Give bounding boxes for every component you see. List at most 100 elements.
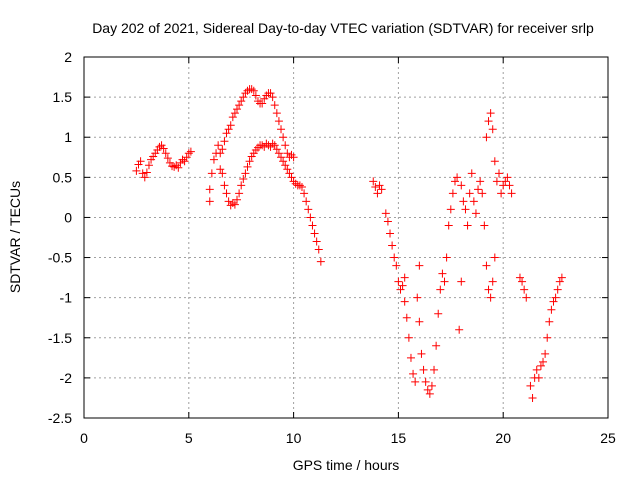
data-point bbox=[421, 377, 430, 386]
data-point bbox=[239, 93, 248, 102]
data-point bbox=[413, 293, 422, 302]
data-point bbox=[241, 169, 250, 178]
data-point bbox=[155, 142, 164, 151]
data-point bbox=[471, 209, 480, 218]
data-point bbox=[369, 177, 378, 186]
data-point bbox=[482, 261, 491, 270]
data-point bbox=[176, 158, 185, 167]
data-point bbox=[285, 169, 294, 178]
data-point bbox=[247, 152, 256, 161]
data-point bbox=[390, 253, 399, 262]
x-tick-label: 0 bbox=[80, 430, 88, 446]
data-point bbox=[490, 253, 499, 262]
data-point bbox=[497, 189, 506, 198]
data-point bbox=[442, 253, 451, 262]
data-point bbox=[274, 149, 283, 158]
data-point bbox=[400, 273, 409, 282]
data-point bbox=[136, 157, 145, 166]
data-point bbox=[404, 333, 413, 342]
data-point bbox=[170, 162, 179, 171]
data-point bbox=[270, 101, 279, 110]
data-point bbox=[371, 182, 380, 191]
data-point bbox=[243, 162, 252, 171]
data-point bbox=[503, 173, 512, 182]
data-point bbox=[249, 86, 258, 95]
data-point bbox=[518, 277, 527, 286]
y-tick-label: -2.5 bbox=[48, 410, 72, 426]
data-point bbox=[484, 117, 493, 126]
data-point bbox=[432, 341, 441, 350]
data-point bbox=[488, 277, 497, 286]
data-point bbox=[266, 89, 275, 98]
data-point bbox=[272, 109, 281, 118]
data-point bbox=[534, 373, 543, 382]
data-point bbox=[304, 205, 313, 214]
y-tick-label: 0.5 bbox=[53, 169, 73, 185]
data-point bbox=[258, 99, 267, 108]
data-point bbox=[474, 185, 483, 194]
data-point bbox=[260, 94, 269, 103]
data-point bbox=[465, 189, 474, 198]
data-point bbox=[495, 169, 504, 178]
data-point bbox=[312, 237, 321, 246]
data-point bbox=[247, 85, 256, 94]
data-point bbox=[237, 97, 246, 106]
data-point bbox=[268, 139, 277, 148]
data-point bbox=[541, 349, 550, 358]
data-point bbox=[279, 133, 288, 142]
data-point bbox=[557, 273, 566, 282]
data-point bbox=[138, 169, 147, 178]
axis-ticks bbox=[83, 56, 609, 419]
data-point bbox=[434, 309, 443, 318]
data-point bbox=[224, 125, 233, 134]
data-point bbox=[184, 149, 193, 158]
y-tick-label: -1 bbox=[60, 290, 73, 306]
data-point bbox=[515, 273, 524, 282]
data-point bbox=[453, 173, 462, 182]
data-point bbox=[230, 109, 239, 118]
data-point bbox=[237, 181, 246, 190]
data-point bbox=[251, 91, 260, 100]
data-point bbox=[436, 285, 445, 294]
data-point bbox=[549, 297, 558, 306]
data-point bbox=[281, 161, 290, 170]
data-point bbox=[277, 153, 286, 162]
data-point bbox=[308, 221, 317, 230]
data-point bbox=[375, 181, 384, 190]
data-point bbox=[444, 221, 453, 230]
data-point bbox=[163, 154, 172, 163]
data-point bbox=[411, 377, 420, 386]
data-point bbox=[386, 229, 395, 238]
data-point bbox=[274, 117, 283, 126]
grid-lines bbox=[84, 57, 608, 418]
data-point bbox=[230, 200, 239, 209]
data-point bbox=[220, 181, 229, 190]
y-tick-label: -0.5 bbox=[48, 250, 72, 266]
data-point bbox=[302, 197, 311, 206]
data-point bbox=[400, 297, 409, 306]
data-point bbox=[492, 177, 501, 186]
data-point bbox=[186, 147, 195, 156]
data-point bbox=[419, 365, 428, 374]
data-point bbox=[490, 157, 499, 166]
data-point bbox=[430, 365, 439, 374]
data-point bbox=[224, 197, 233, 206]
data-point bbox=[220, 137, 229, 146]
data-point bbox=[455, 325, 464, 334]
data-point bbox=[457, 181, 466, 190]
data-point bbox=[159, 144, 168, 153]
data-point bbox=[402, 313, 411, 322]
x-tick-label: 5 bbox=[185, 430, 193, 446]
data-point bbox=[501, 177, 510, 186]
y-tick-label: -1.5 bbox=[48, 330, 72, 346]
y-axis-label: SDTVAR / TECUs bbox=[7, 181, 23, 293]
data-point bbox=[178, 155, 187, 164]
data-point bbox=[486, 293, 495, 302]
data-point bbox=[151, 149, 160, 158]
data-point bbox=[266, 142, 275, 151]
data-point bbox=[277, 125, 286, 134]
data-point bbox=[245, 157, 254, 166]
data-point bbox=[153, 146, 162, 155]
data-point bbox=[406, 353, 415, 362]
data-point bbox=[297, 182, 306, 191]
